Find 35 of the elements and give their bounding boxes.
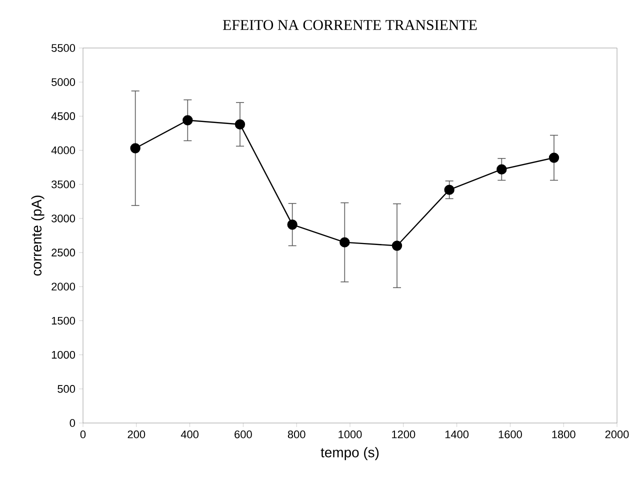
point <box>444 184 454 195</box>
point <box>287 219 298 230</box>
y-tick-label: 500 <box>58 385 76 393</box>
y-tick-label: 2500 <box>52 248 76 256</box>
x-tick-label: 200 <box>128 430 146 438</box>
y-axis-title: corrente (pA) <box>31 196 44 276</box>
x-tick-label: 600 <box>234 430 252 438</box>
point <box>130 143 140 154</box>
point <box>496 164 507 174</box>
y-tick-label: 3500 <box>52 180 76 188</box>
y-tick-label: 5500 <box>52 44 76 52</box>
y-tick-label: 1500 <box>52 316 76 325</box>
y-tick-label: 5000 <box>52 78 76 86</box>
chart-title: EFEITO NA CORRENTE TRANSIENTE <box>222 20 477 30</box>
y-tick-label: 1000 <box>52 350 76 359</box>
x-tick-label: 1600 <box>498 430 522 438</box>
x-tick-label: 2000 <box>605 430 629 438</box>
x-tick-label: 1000 <box>338 430 362 438</box>
x-tick-label: 1400 <box>445 430 469 438</box>
x-tick-label: 0 <box>80 430 86 438</box>
x-tick-label: 1800 <box>552 430 576 438</box>
y-tick-label: 4500 <box>51 112 76 120</box>
point <box>234 119 246 130</box>
x-axis-title: tempo (s) <box>320 447 379 460</box>
point <box>340 237 350 248</box>
y-tick-label: 0 <box>70 419 76 427</box>
point <box>392 240 402 251</box>
x-tick-label: 400 <box>180 430 198 438</box>
y-tick-label: 4000 <box>51 146 76 154</box>
point <box>548 152 560 163</box>
x-tick-label: 1200 <box>392 430 416 438</box>
x-tick-label: 800 <box>288 430 306 438</box>
point <box>182 115 193 126</box>
y-tick-label: 2000 <box>52 282 76 291</box>
y-tick-label: 3000 <box>52 214 76 222</box>
